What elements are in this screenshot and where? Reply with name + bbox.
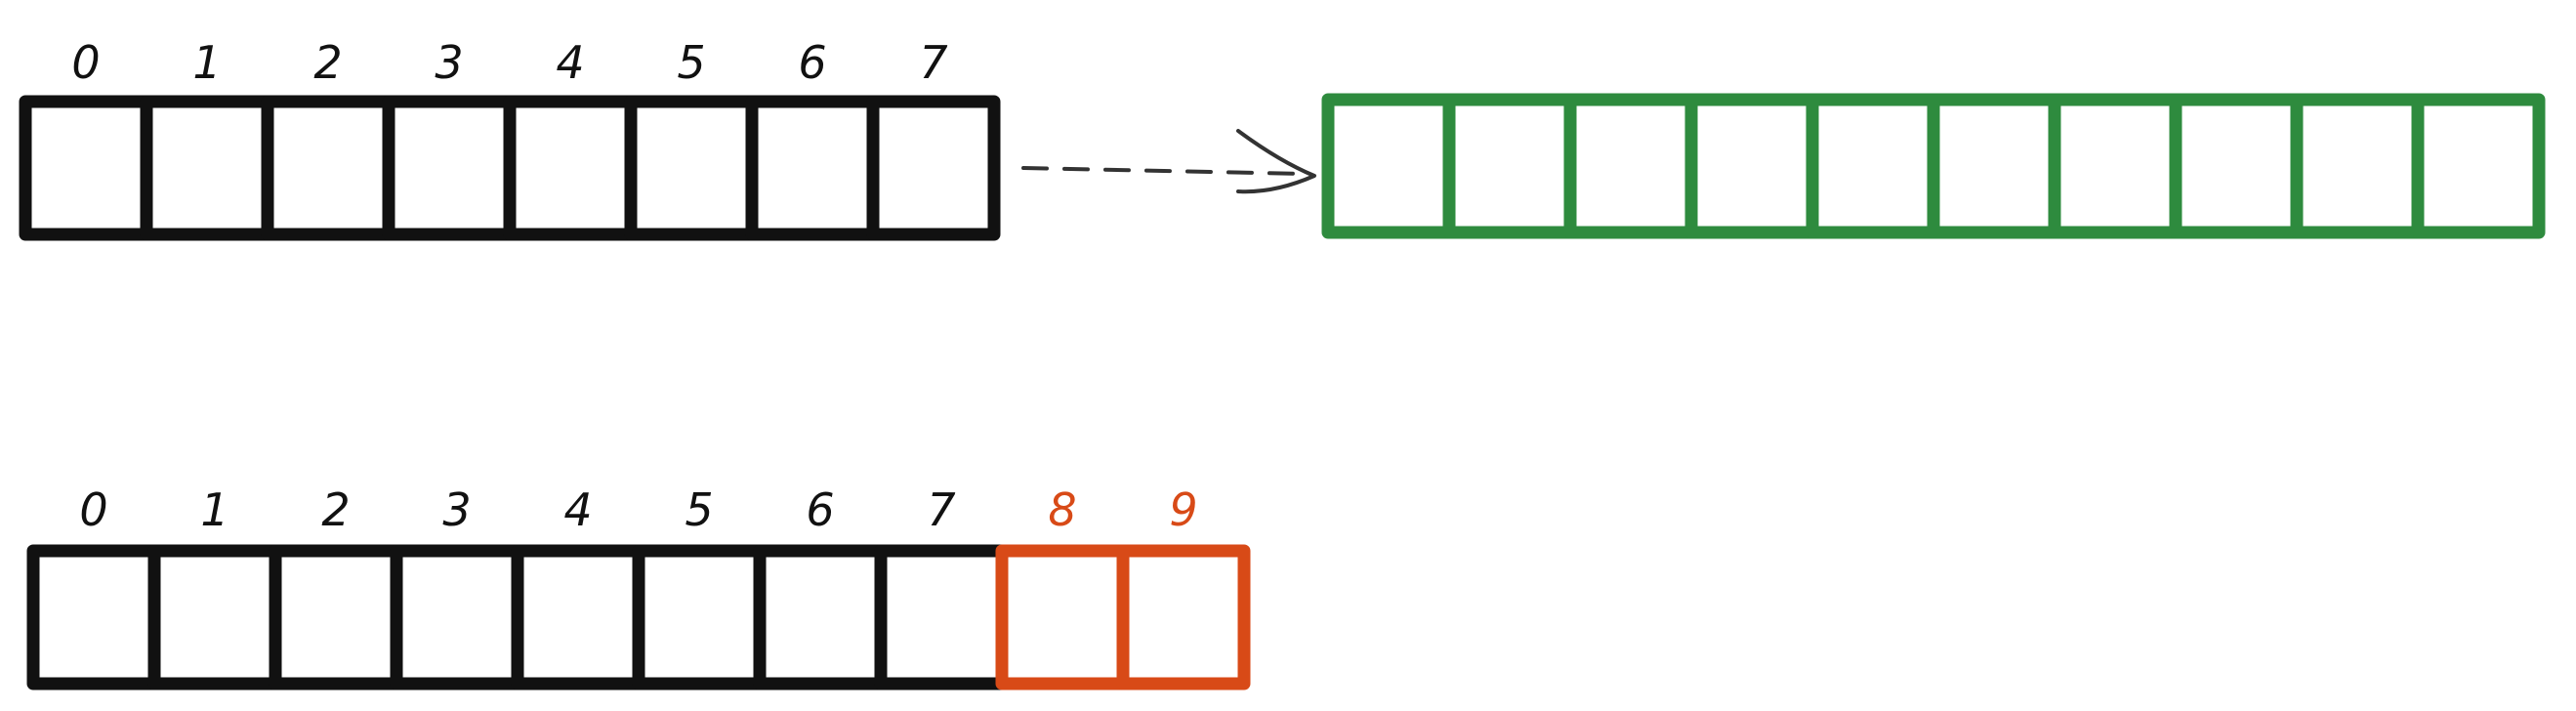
resized-cell xyxy=(390,544,524,690)
resized-index-label: 7 xyxy=(927,483,955,536)
copy-cell xyxy=(1321,93,1456,239)
source-cell xyxy=(140,95,274,241)
resized-index-label: 3 xyxy=(442,483,471,536)
source-index-label: 6 xyxy=(798,36,826,89)
source-index-label: 4 xyxy=(556,36,584,89)
copy-arrow-shaft xyxy=(1021,166,1309,176)
resized-index-label: 1 xyxy=(200,483,229,536)
source-index-label: 7 xyxy=(919,36,947,89)
resized-index-label: 5 xyxy=(685,483,713,536)
copy-cell xyxy=(2290,93,2425,239)
source-cell xyxy=(745,95,880,241)
source-index-label: 1 xyxy=(192,36,221,89)
source-cell xyxy=(261,95,395,241)
source-index-label: 3 xyxy=(435,36,463,89)
copy-cell xyxy=(1684,93,1819,239)
source-cell xyxy=(624,95,759,241)
copy-cell xyxy=(1806,93,1940,239)
resized-cell xyxy=(147,544,282,690)
copy-array xyxy=(1321,93,2546,239)
copy-cell xyxy=(1563,93,1698,239)
source-index-label: 5 xyxy=(677,36,705,89)
added-cell xyxy=(1116,544,1251,690)
copy-cell xyxy=(2411,93,2546,239)
source-cell xyxy=(866,95,1001,241)
copy-arrow xyxy=(1021,129,1316,194)
copy-cell xyxy=(2169,93,2304,239)
source-cell xyxy=(503,95,638,241)
resized-cell xyxy=(874,544,1009,690)
source-array: 0 1 2 3 4 5 6 7 xyxy=(19,36,1001,241)
source-cell xyxy=(382,95,517,241)
resized-cell xyxy=(632,544,767,690)
source-index-label: 0 xyxy=(71,36,100,89)
source-cell xyxy=(19,95,153,241)
added-index-label: 9 xyxy=(1169,483,1197,536)
resized-cell xyxy=(511,544,645,690)
resized-index-label: 4 xyxy=(563,483,592,536)
copy-cell xyxy=(1442,93,1577,239)
resized-array: 0 1 2 3 4 5 6 7 8 9 xyxy=(26,483,1251,690)
resized-cell xyxy=(26,544,161,690)
resized-index-label: 2 xyxy=(321,483,350,536)
resized-cell xyxy=(269,544,403,690)
copy-arrow-head xyxy=(1236,129,1316,194)
source-index-label: 2 xyxy=(313,36,342,89)
copy-cell xyxy=(2048,93,2182,239)
copy-cell xyxy=(1927,93,2061,239)
resized-index-label: 6 xyxy=(806,483,834,536)
resized-index-label: 0 xyxy=(79,483,107,536)
resized-cell xyxy=(753,544,888,690)
added-index-label: 8 xyxy=(1048,483,1076,536)
added-cell xyxy=(995,544,1130,690)
